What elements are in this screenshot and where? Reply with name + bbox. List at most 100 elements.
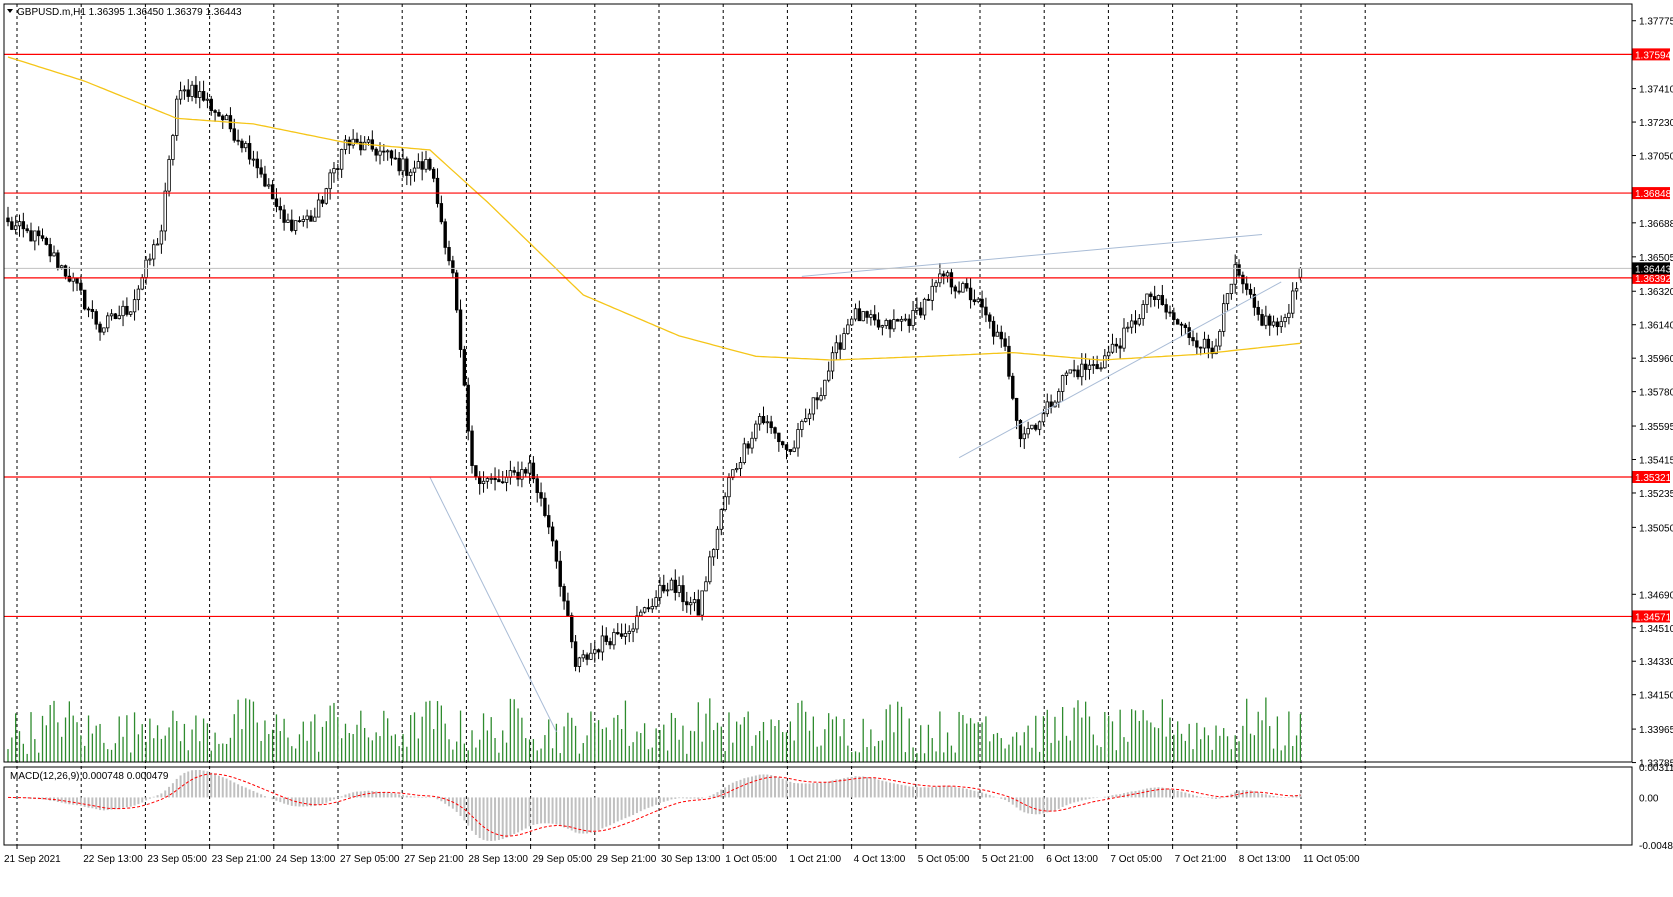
candle-body [562, 586, 566, 602]
candle-body [1175, 319, 1180, 325]
candle-body [313, 216, 317, 222]
candle-body [577, 657, 582, 667]
candle-body [570, 615, 574, 643]
candle-body [1141, 304, 1145, 320]
candle-body [888, 320, 892, 330]
price-tick-label: 1.37410 [1639, 85, 1673, 96]
candle-body [297, 220, 302, 223]
candle-body [665, 589, 670, 592]
candle-body [681, 585, 685, 603]
candle-body [259, 167, 263, 175]
candle-body [662, 584, 666, 592]
candle-body [336, 168, 340, 170]
candle-body [343, 139, 348, 150]
candle-body [853, 308, 858, 320]
candle-body [48, 244, 52, 257]
candle-body [155, 243, 160, 246]
price-tick-label: 1.33785 [1639, 759, 1673, 770]
candle-body [965, 283, 969, 289]
candle-body [324, 188, 329, 204]
candle-body [320, 199, 325, 204]
candle-body [1260, 314, 1264, 326]
candle-body [186, 89, 190, 97]
candle-body [1214, 345, 1218, 355]
candle-body [159, 230, 164, 245]
time-tick-label: 5 Oct 21:00 [982, 854, 1034, 865]
price-level-tag [1632, 187, 1670, 200]
candle-body [842, 333, 846, 350]
candle-body [236, 139, 240, 142]
candle-body [792, 447, 796, 452]
candle-body [719, 509, 724, 530]
candle-body [773, 427, 777, 434]
candle-body [635, 615, 639, 630]
upper-trend-line[interactable] [801, 234, 1263, 277]
candle-body [232, 128, 236, 141]
candle-body [1172, 312, 1176, 320]
candle-body [113, 313, 118, 320]
symbol-dropdown-icon[interactable] [7, 9, 13, 13]
candle-body [1287, 312, 1291, 318]
candle-body [163, 190, 167, 232]
candle-body [627, 630, 631, 634]
candle-body [63, 265, 68, 277]
candle-body [106, 315, 110, 329]
candle-body [1011, 375, 1015, 399]
lower-trend-line[interactable] [958, 281, 1282, 459]
price-tick-label: 1.35050 [1639, 523, 1673, 534]
candle-body [462, 349, 467, 386]
candle-body [865, 311, 869, 318]
candle-body [29, 230, 33, 242]
time-tick-label: 1 Oct 21:00 [789, 854, 841, 865]
candle-body [224, 115, 229, 121]
candle-body [639, 611, 643, 617]
candle-body [1030, 424, 1034, 429]
candle-body [25, 228, 29, 232]
candle-body [416, 161, 421, 169]
candle-body [489, 478, 493, 480]
time-axis: 21 Sep 2021 22 Sep 13:00 23 Sep 05:00 23 Se… [4, 845, 1360, 865]
candle-body [366, 139, 371, 143]
candle-body [612, 632, 616, 646]
price-tick-label: 1.34690 [1639, 590, 1673, 601]
candle-body [1103, 355, 1107, 369]
candle-body [1122, 327, 1126, 349]
candle-body [17, 221, 22, 227]
macd-axis-label: 0.003114 [1639, 763, 1673, 774]
candle-body [573, 641, 578, 667]
price-level-tag-label: 1.34571 [1635, 612, 1672, 623]
candle-body [83, 289, 87, 310]
decline-trend-line[interactable] [429, 476, 557, 733]
candle-body [431, 168, 436, 179]
candle-body [554, 540, 559, 562]
price-level-tag-label: 1.36848 [1635, 189, 1672, 200]
candle-body [1291, 290, 1295, 314]
candle-body [481, 480, 486, 484]
candle-body [968, 287, 973, 301]
candle-body [10, 221, 14, 230]
time-tick-label: 6 Oct 13:00 [1046, 854, 1098, 865]
candle-body [94, 311, 98, 325]
candle-body [1064, 372, 1069, 376]
candle-body [121, 305, 125, 317]
candle-body [880, 325, 885, 328]
candle-body [458, 309, 463, 350]
candle-body [385, 150, 390, 153]
candle-body [677, 585, 681, 593]
candle-body [746, 443, 750, 449]
candle-body [757, 416, 762, 425]
candle-body [1129, 320, 1134, 328]
candle-body [1076, 369, 1080, 378]
candle-body [351, 138, 355, 146]
candle-body [485, 478, 490, 482]
candle-body [67, 275, 72, 282]
candle-body [109, 313, 114, 317]
candle-body [378, 150, 382, 156]
candle-body [738, 462, 743, 469]
candle-body [685, 601, 689, 606]
candle-body [811, 397, 816, 415]
candle-body [1283, 317, 1287, 323]
candle-body [861, 311, 865, 322]
price-tick-label: 1.34510 [1639, 624, 1673, 635]
candle-body [1210, 347, 1214, 355]
